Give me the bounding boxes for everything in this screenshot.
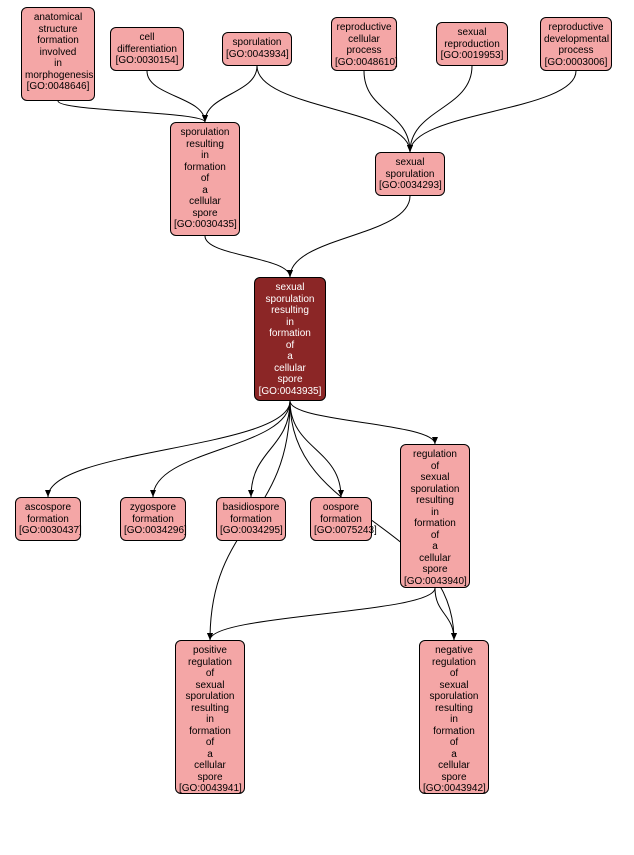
node-n2: celldifferentiation[GO:0030154]: [110, 27, 184, 71]
node-n16: negativeregulationofsexualsporulationres…: [419, 640, 489, 794]
node-n8: sexualsporulation[GO:0034293]: [375, 152, 445, 196]
edge-n5-n8: [410, 66, 472, 152]
edge-n9-n14: [290, 401, 435, 444]
node-n12: basidiosporeformation[GO:0034295]: [216, 497, 286, 541]
node-n3: sporulation[GO:0043934]: [222, 32, 292, 66]
node-n13: oosporeformation[GO:0075243]: [310, 497, 372, 541]
edge-n4-n8: [364, 71, 410, 152]
node-n1: anatomicalstructureformationinvolvedinmo…: [21, 7, 95, 101]
edge-n7-n9: [205, 236, 290, 277]
node-n7: sporulationresultinginformationofacellul…: [170, 122, 240, 236]
edge-n3-n7: [205, 66, 257, 122]
edge-n9-n11: [153, 401, 290, 497]
node-n11: zygosporeformation[GO:0034296]: [120, 497, 186, 541]
edge-n3-n8: [257, 66, 410, 152]
node-n6: reproductivedevelopmentalprocess[GO:0003…: [540, 17, 612, 71]
edge-n14-n16: [435, 588, 454, 640]
node-n5: sexualreproduction[GO:0019953]: [436, 22, 508, 66]
edge-n1-n7: [58, 101, 205, 122]
edge-n14-n15: [210, 588, 435, 640]
node-n10: ascosporeformation[GO:0030437]: [15, 497, 81, 541]
node-n15: positiveregulationofsexualsporulationres…: [175, 640, 245, 794]
node-n4: reproductivecellularprocess[GO:0048610]: [331, 17, 397, 71]
edge-n9-n12: [251, 401, 290, 497]
edge-n2-n7: [147, 71, 205, 122]
edges-layer: [0, 0, 634, 855]
node-n14: regulationofsexualsporulationresultingin…: [400, 444, 470, 588]
edge-n9-n10: [48, 401, 290, 497]
edge-n6-n8: [410, 71, 576, 152]
edge-n8-n9: [290, 196, 410, 277]
edge-n9-n13: [290, 401, 341, 497]
node-n9: sexualsporulationresultinginformationofa…: [254, 277, 326, 401]
